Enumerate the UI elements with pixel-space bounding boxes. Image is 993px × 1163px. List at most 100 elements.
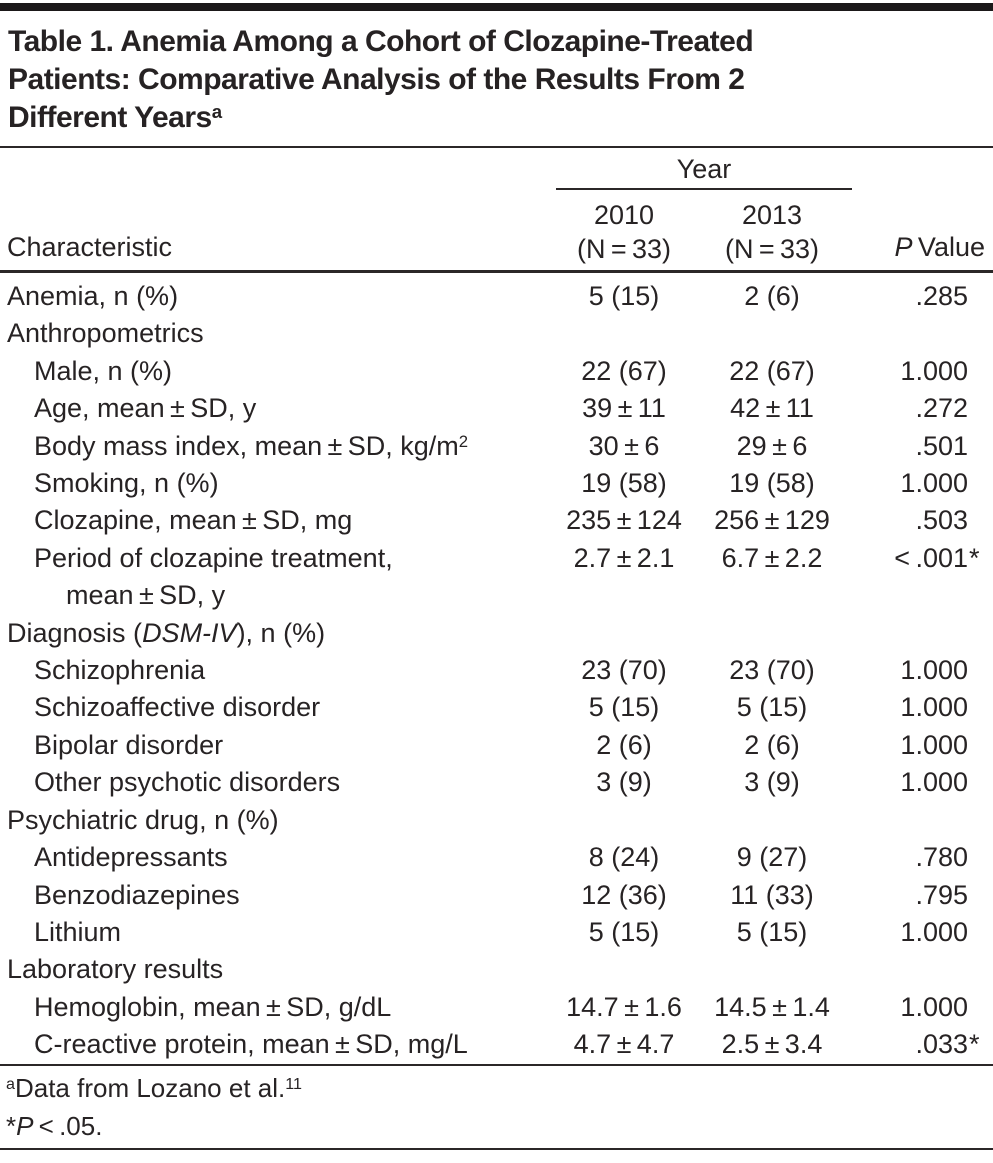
table-body: Anemia, n (%) 5 (15) 2 (6) .285 Anthropometr… <box>0 273 993 1064</box>
cell-2013: 14.5 ± 1.4 <box>714 991 830 1022</box>
text-part: Antidepressants <box>34 842 228 873</box>
p-value: 1.000 <box>900 355 968 386</box>
text-part: Schizoaffective disorder <box>34 692 321 723</box>
cell-2010: 3 (9) <box>596 767 652 798</box>
superscript-text: 11 <box>285 1074 302 1093</box>
row-label: Psychiatric drug, n (%) <box>0 802 556 839</box>
cell-2013: 29 ± 6 <box>736 430 808 461</box>
column-header-2013-year: 2013 <box>741 200 803 230</box>
p-value: 1.000 <box>900 468 968 499</box>
text-part: Value <box>912 232 985 262</box>
cell-2013: 19 (58) <box>729 468 815 499</box>
text-part: Smoking, n (%) <box>34 468 219 499</box>
cell-2013: 5 (15) <box>736 692 808 723</box>
bottom-rule <box>0 1147 993 1150</box>
table-row: Laboratory results <box>0 951 993 988</box>
footnote-significance: *P < .05. <box>6 1107 993 1145</box>
table-footnotes: aData from Lozano et al.11 *P < .05. <box>0 1066 993 1148</box>
cell-pvalue: < .001 * <box>852 540 993 577</box>
column-header-2010: 2010 (N = 33) <box>556 190 692 270</box>
text-part: Schizophrenia <box>34 655 206 686</box>
text-part: Anthropometrics <box>7 318 204 349</box>
row-label: Schizoaffective disorder <box>0 689 556 726</box>
column-header-2013-n: (N = 33) <box>724 234 820 264</box>
row-label: Clozapine, mean ± SD, mg <box>0 502 556 539</box>
row-label: Bipolar disorder <box>0 727 556 764</box>
p-value: 1.000 <box>900 655 968 686</box>
p-value: 1.000 <box>900 991 968 1022</box>
row-label: Lithium <box>0 914 556 951</box>
cell-pvalue: 1.000 <box>852 689 993 726</box>
row-label: Period of clozapine treatment, mean ± SD,… <box>0 540 556 615</box>
p-value: 1.000 <box>900 916 968 947</box>
cell-2013: 22 (67) <box>729 355 815 386</box>
table-row: Clozapine, mean ± SD, mg 235 ± 124 256 ± 1… <box>0 502 993 539</box>
text-part: Clozapine, mean ± SD, mg <box>34 505 353 536</box>
row-label: Smoking, n (%) <box>0 465 556 502</box>
cell-2013: 9 (27) <box>736 842 808 873</box>
text-part: Anemia, n (%) <box>7 281 179 311</box>
text-part: Period of clozapine treatment, <box>34 542 393 573</box>
column-header-2010-n: (N = 33) <box>576 234 672 264</box>
footnote-source: aData from Lozano et al.11 <box>6 1069 993 1107</box>
row-label: Body mass index, mean ± SD, kg/m2 <box>0 428 556 465</box>
text-part: C-reactive protein, mean ± SD, mg/L <box>34 1029 468 1060</box>
text-part: P <box>894 232 913 262</box>
body-bottom-rule <box>0 1063 993 1066</box>
text-part: Bipolar disorder <box>34 729 224 760</box>
row-label: Antidepressants <box>0 839 556 876</box>
p-value: .501 <box>915 430 968 461</box>
table-row: Other psychotic disorders 3 (9) 3 (9) 1.000 <box>0 764 993 801</box>
p-value: .503 <box>915 505 968 536</box>
cell-pvalue: 1.000 <box>852 465 993 502</box>
column-header-characteristic: Characteristic <box>7 232 173 262</box>
cell-2010: 39 ± 11 <box>582 393 666 424</box>
table-row: Body mass index, mean ± SD, kg/m2 30 ± 6 2… <box>0 428 993 465</box>
table-title-line3: Different Yearsa <box>8 99 981 137</box>
cell-2013: 256 ± 129 <box>714 505 830 536</box>
table-row: Anthropometrics <box>0 315 993 352</box>
table-row: Psychiatric drug, n (%) <box>0 802 993 839</box>
table-row: C-reactive protein, mean ± SD, mg/L 4.7 ±… <box>0 1026 993 1063</box>
row-label: C-reactive protein, mean ± SD, mg/L <box>0 1026 556 1063</box>
text-part: Diagnosis ( <box>7 617 143 648</box>
table-row: Schizoaffective disorder 5 (15) 5 (15) 1.00… <box>0 689 993 726</box>
cell-2010: 23 (70) <box>581 655 667 686</box>
superscript-text: a <box>6 1074 15 1093</box>
cell-2010: 19 (58) <box>581 468 667 499</box>
row-label: Anthropometrics <box>0 315 556 352</box>
cell-2010: 12 (36) <box>581 879 667 910</box>
table-title: Table 1. Anemia Among a Cohort of Clozap… <box>0 11 993 146</box>
table-title-line1: Table 1. Anemia Among a Cohort of Clozap… <box>8 25 754 58</box>
table-row: Bipolar disorder 2 (6) 2 (6) 1.000 <box>0 727 993 764</box>
year-spanner: Year <box>556 154 852 190</box>
header-rule <box>0 270 993 273</box>
column-header-2013: 2013 (N = 33) <box>692 190 852 270</box>
text-part: Lithium <box>34 916 122 947</box>
cell-pvalue: 1.000 <box>852 353 993 390</box>
row-label: Benzodiazepines <box>0 877 556 914</box>
row-label: Diagnosis (DSM-IV), n (%) <box>0 615 556 652</box>
row-label: Age, mean ± SD, y <box>0 390 556 427</box>
p-value: .033 <box>915 1029 968 1060</box>
cell-2010: 5 (15) <box>588 692 660 723</box>
cell-2013: 42 ± 11 <box>730 393 814 424</box>
cell-2013: 3 (9) <box>744 767 800 798</box>
text-part: Hemoglobin, mean ± SD, g/dL <box>34 991 392 1022</box>
table-row: Period of clozapine treatment, mean ± SD,… <box>0 540 993 615</box>
cell-pvalue: 1.000 <box>852 764 993 801</box>
text-part: Male, n (%) <box>34 355 173 386</box>
table-row: Hemoglobin, mean ± SD, g/dL 14.7 ± 1.6 14.… <box>0 989 993 1026</box>
cell-pvalue: .285 <box>852 278 993 315</box>
table-row: Diagnosis (DSM-IV), n (%) <box>0 615 993 652</box>
text-part: ), n (%) <box>236 617 326 648</box>
table-row: Schizophrenia 23 (70) 23 (70) 1.000 <box>0 652 993 689</box>
table-row: Lithium 5 (15) 5 (15) 1.000 <box>0 914 993 951</box>
table-row: Anemia, n (%) 5 (15) 2 (6) .285 <box>0 278 993 315</box>
cell-2010: 2.7 ± 2.1 <box>573 542 675 573</box>
cell-2013: 11 (33) <box>730 879 814 910</box>
cell-pvalue: .501 <box>852 428 993 465</box>
row-label: Schizophrenia <box>0 652 556 689</box>
cell-2010: 5 (15) <box>588 916 660 947</box>
cell-2013: 23 (70) <box>729 655 815 686</box>
